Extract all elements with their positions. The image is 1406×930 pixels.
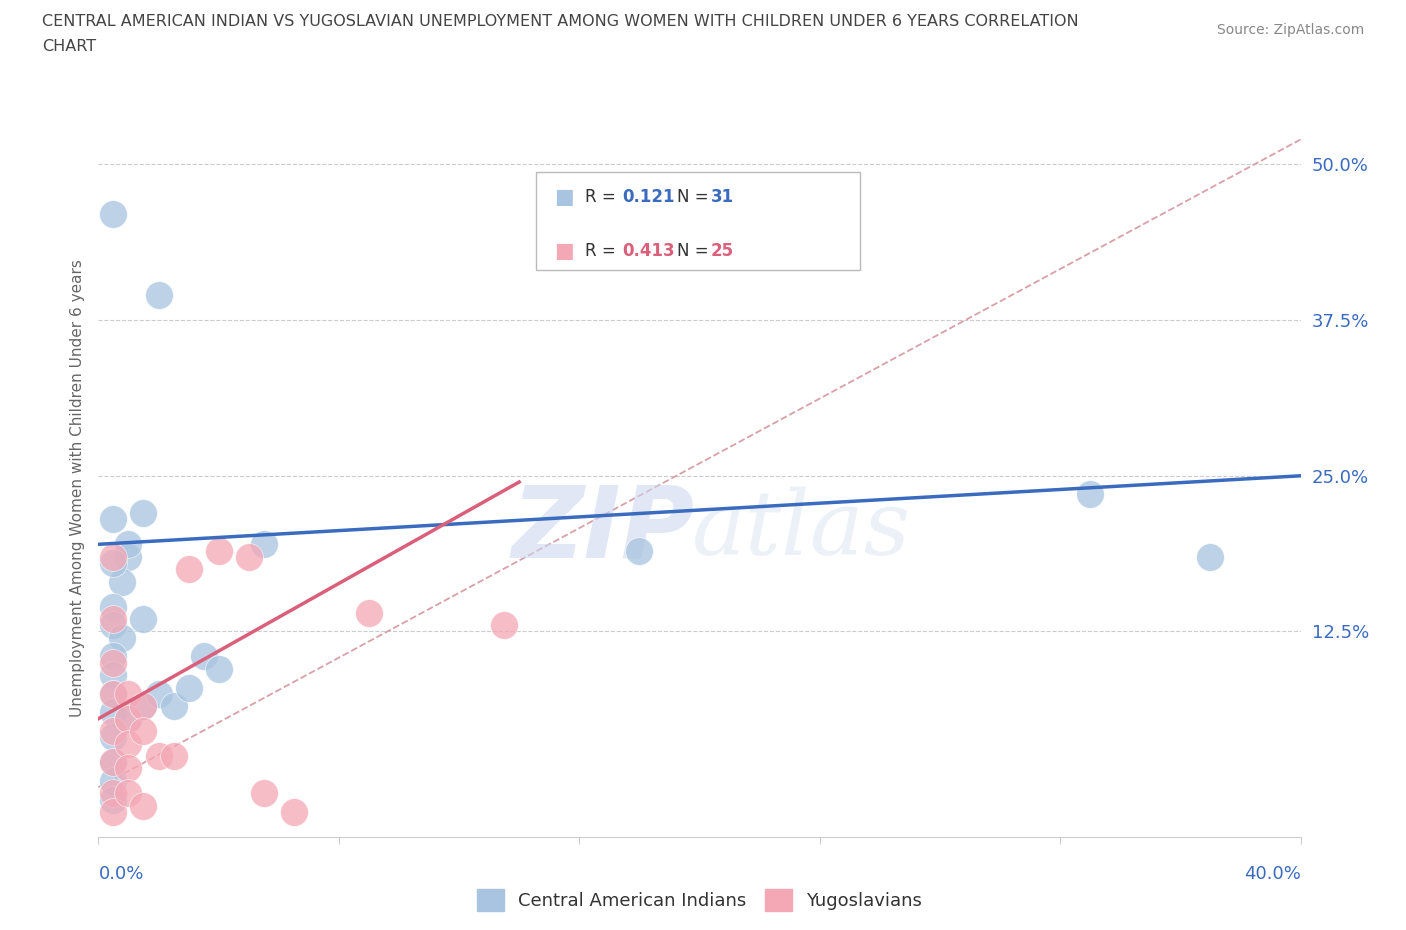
Text: ZIP: ZIP	[512, 482, 695, 578]
Text: ■: ■	[554, 187, 574, 207]
Point	[132, 724, 155, 738]
Point	[103, 705, 125, 720]
Point	[103, 512, 125, 526]
Text: 0.121: 0.121	[621, 188, 675, 206]
Text: ■: ■	[554, 241, 574, 261]
Text: R =: R =	[585, 242, 616, 260]
Point	[148, 749, 170, 764]
Point	[103, 686, 125, 701]
Point	[103, 599, 125, 614]
Point	[132, 506, 155, 521]
Point	[162, 749, 184, 764]
Point	[148, 287, 170, 302]
Point	[177, 680, 200, 695]
Point	[494, 618, 516, 632]
Point	[628, 543, 651, 558]
Text: 40.0%: 40.0%	[1244, 865, 1301, 883]
Point	[103, 612, 125, 627]
Point	[103, 649, 125, 664]
Text: 25: 25	[710, 242, 734, 260]
Point	[238, 550, 260, 565]
Point	[117, 686, 139, 701]
Point	[208, 661, 231, 676]
Point	[117, 550, 139, 565]
Point	[103, 786, 125, 801]
Point	[253, 537, 276, 551]
Point	[103, 755, 125, 770]
Point	[253, 786, 276, 801]
Text: atlas: atlas	[692, 486, 911, 574]
Text: CHART: CHART	[42, 39, 96, 54]
Point	[111, 574, 134, 589]
Point	[1078, 487, 1101, 502]
Point	[103, 755, 125, 770]
Point	[162, 698, 184, 713]
Point	[132, 799, 155, 814]
Point	[283, 804, 305, 819]
Point	[103, 774, 125, 789]
Point	[1199, 550, 1222, 565]
Text: N =: N =	[676, 242, 709, 260]
Point	[132, 698, 155, 713]
Text: 0.413: 0.413	[621, 242, 675, 260]
Point	[103, 618, 125, 632]
Point	[148, 686, 170, 701]
Point	[111, 631, 134, 645]
Point	[193, 649, 215, 664]
Point	[103, 668, 125, 683]
Text: N =: N =	[676, 188, 709, 206]
Text: Source: ZipAtlas.com: Source: ZipAtlas.com	[1216, 23, 1364, 37]
Point	[117, 737, 139, 751]
Legend: Central American Indians, Yugoslavians: Central American Indians, Yugoslavians	[470, 883, 929, 919]
Text: R =: R =	[585, 188, 616, 206]
Point	[103, 550, 125, 565]
Point	[132, 612, 155, 627]
Text: 0.0%: 0.0%	[98, 865, 143, 883]
Point	[103, 656, 125, 671]
Point	[357, 605, 380, 620]
Point	[132, 698, 155, 713]
Point	[103, 724, 125, 738]
Point	[177, 562, 200, 577]
Point	[103, 804, 125, 819]
Point	[117, 711, 139, 726]
Point	[117, 537, 139, 551]
Text: 31: 31	[710, 188, 734, 206]
Point	[103, 686, 125, 701]
Point	[117, 786, 139, 801]
Point	[117, 711, 139, 726]
Point	[103, 555, 125, 570]
Point	[103, 206, 125, 221]
Point	[208, 543, 231, 558]
Text: CENTRAL AMERICAN INDIAN VS YUGOSLAVIAN UNEMPLOYMENT AMONG WOMEN WITH CHILDREN UN: CENTRAL AMERICAN INDIAN VS YUGOSLAVIAN U…	[42, 14, 1078, 29]
Point	[103, 730, 125, 745]
Point	[117, 761, 139, 776]
Point	[103, 792, 125, 807]
Y-axis label: Unemployment Among Women with Children Under 6 years: Unemployment Among Women with Children U…	[69, 259, 84, 717]
